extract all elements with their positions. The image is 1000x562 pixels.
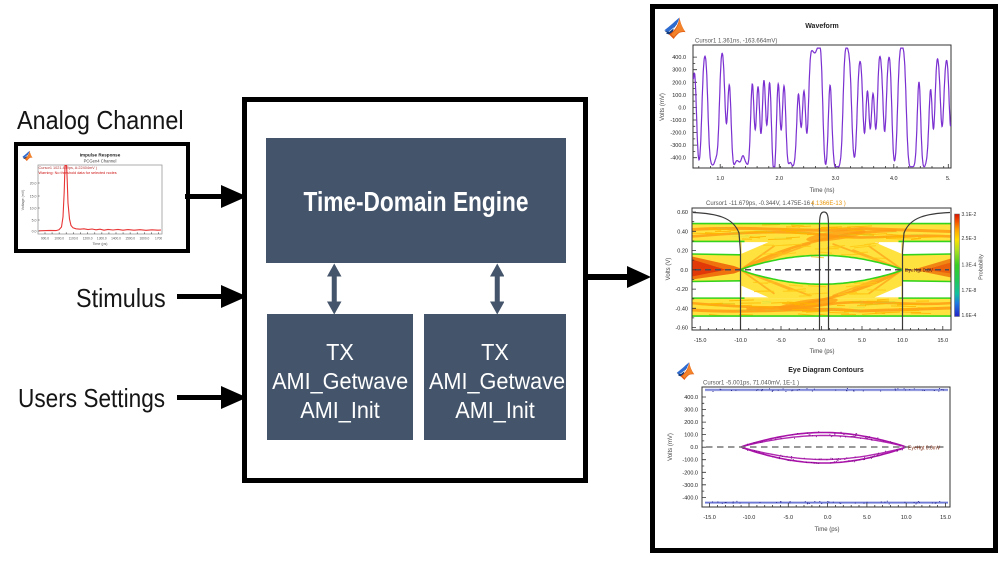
svg-text:3.1E-2: 3.1E-2: [962, 212, 977, 218]
svg-text:-300.0: -300.0: [682, 483, 698, 489]
svg-text:-15.0: -15.0: [703, 515, 716, 521]
svg-text:-5.0: -5.0: [776, 338, 785, 344]
svg-text:Waveform: Waveform: [805, 23, 839, 30]
svg-text:300.0: 300.0: [684, 408, 698, 414]
svg-text:15.0: 15.0: [937, 338, 948, 344]
svg-text:-10.0: -10.0: [734, 338, 747, 344]
svg-text:Time (ps): Time (ps): [809, 349, 834, 355]
svg-text:Volts (mV): Volts (mV): [660, 93, 666, 121]
svg-text:-15.0: -15.0: [694, 338, 707, 344]
svg-text:-100.0: -100.0: [682, 458, 698, 464]
svg-text:0.60: 0.60: [677, 210, 688, 216]
svg-text:Time (ns): Time (ns): [809, 188, 834, 194]
svg-text:100.0: 100.0: [684, 433, 698, 439]
svg-text:0.0: 0.0: [690, 445, 698, 451]
svg-text:4.0: 4.0: [890, 176, 898, 182]
svg-text:5.0: 5.0: [858, 338, 866, 344]
svg-text:1.7E-8: 1.7E-8: [962, 288, 977, 294]
svg-text:1.6E-4: 1.6E-4: [962, 313, 977, 319]
svg-text:100.0: 100.0: [672, 93, 686, 99]
svg-text:0.0: 0.0: [32, 230, 37, 234]
svg-text:2.5E-3: 2.5E-3: [962, 236, 977, 242]
svg-text:-0.60: -0.60: [675, 326, 688, 332]
svg-text:0.0: 0.0: [678, 105, 686, 111]
svg-text:400.0: 400.0: [672, 55, 686, 61]
svg-text:Eye Diagram Contours: Eye Diagram Contours: [788, 367, 864, 374]
svg-text:Voltage (mV): Voltage (mV): [21, 190, 25, 211]
svg-text:0.0: 0.0: [680, 268, 688, 274]
svg-text:1300.0: 1300.0: [97, 237, 107, 241]
svg-text:Cursor1 1.361ns, -163.664mV): Cursor1 1.361ns, -163.664mV): [695, 39, 777, 45]
svg-text:1400.0: 1400.0: [111, 237, 121, 241]
svg-text:-0.20: -0.20: [675, 287, 688, 293]
svg-text:1500.0: 1500.0: [125, 237, 135, 241]
svg-text:0.0: 0.0: [818, 338, 826, 344]
svg-text:10.0: 10.0: [897, 338, 908, 344]
svg-text:1000.0: 1000.0: [54, 237, 64, 241]
svg-text:Probability: Probability: [979, 254, 985, 280]
svg-text:1.0: 1.0: [716, 176, 724, 182]
svg-text:5.0: 5.0: [32, 219, 37, 223]
svg-text:Time (ps): Time (ps): [814, 527, 839, 533]
svg-text:10.0: 10.0: [30, 207, 37, 211]
svg-text:Cursor1 1021.439ps, A:22404mV: Cursor1 1021.439ps, A:22404mV ): [39, 166, 98, 170]
svg-text:300.0: 300.0: [672, 68, 686, 74]
svg-text:-400.0: -400.0: [670, 156, 686, 162]
svg-text:10.0: 10.0: [901, 515, 912, 521]
svg-text:EyeHgt 0.0V: EyeHgt 0.0V: [905, 268, 934, 274]
svg-text:-10.0: -10.0: [743, 515, 756, 521]
svg-text:-300.0: -300.0: [670, 143, 686, 149]
svg-text:400.0: 400.0: [684, 395, 698, 401]
svg-text:5.0: 5.0: [863, 515, 871, 521]
svg-text:4.1366E-13 ): 4.1366E-13 ): [811, 201, 846, 207]
svg-text:0.0: 0.0: [824, 515, 832, 521]
svg-text:20.0: 20.0: [30, 182, 37, 186]
svg-text:2.0: 2.0: [775, 176, 783, 182]
svg-text:Cursor1 -11.679ps, -0.344V, 1.: Cursor1 -11.679ps, -0.344V, 1.475E-16 (: [706, 201, 814, 207]
svg-text:3.0: 3.0: [832, 176, 840, 182]
svg-text:0.40: 0.40: [677, 229, 688, 235]
svg-text:15.0: 15.0: [30, 195, 37, 199]
svg-text:15.0: 15.0: [940, 515, 951, 521]
svg-text:EyeHgt 0.0mV: EyeHgt 0.0mV: [908, 446, 941, 452]
svg-text:-0.40: -0.40: [675, 306, 688, 312]
svg-text:-200.0: -200.0: [670, 131, 686, 137]
svg-text:Time (ps): Time (ps): [92, 242, 107, 246]
svg-text:5.: 5.: [946, 176, 951, 182]
svg-text:1700: 1700: [155, 237, 162, 241]
svg-text:200.0: 200.0: [672, 80, 686, 86]
svg-text:900.0: 900.0: [41, 237, 49, 241]
svg-text:Volts (mV): Volts (mV): [668, 433, 674, 461]
svg-text:Warning: No threshold data for: Warning: No threshold data for selected …: [39, 171, 117, 175]
svg-text:-100.0: -100.0: [670, 118, 686, 124]
svg-text:200.0: 200.0: [684, 420, 698, 426]
svg-text:Volts (V): Volts (V): [666, 258, 672, 281]
svg-text:1.3E-4: 1.3E-4: [962, 263, 977, 269]
svg-text:-5.0: -5.0: [784, 515, 793, 521]
svg-text:Impulse Response: Impulse Response: [80, 153, 121, 158]
svg-text:PCGen4 Channel: PCGen4 Channel: [84, 159, 117, 164]
svg-text:1100.0: 1100.0: [69, 237, 79, 241]
svg-text:-200.0: -200.0: [682, 470, 698, 476]
svg-text:0.20: 0.20: [677, 249, 688, 255]
svg-text:1200.0: 1200.0: [83, 237, 93, 241]
svg-text:Cursor1 -5.001ps, 71.040mV, 1E: Cursor1 -5.001ps, 71.040mV, 1E-1 ): [703, 381, 799, 387]
svg-text:1600.0: 1600.0: [140, 237, 150, 241]
svg-text:-400.0: -400.0: [682, 495, 698, 501]
